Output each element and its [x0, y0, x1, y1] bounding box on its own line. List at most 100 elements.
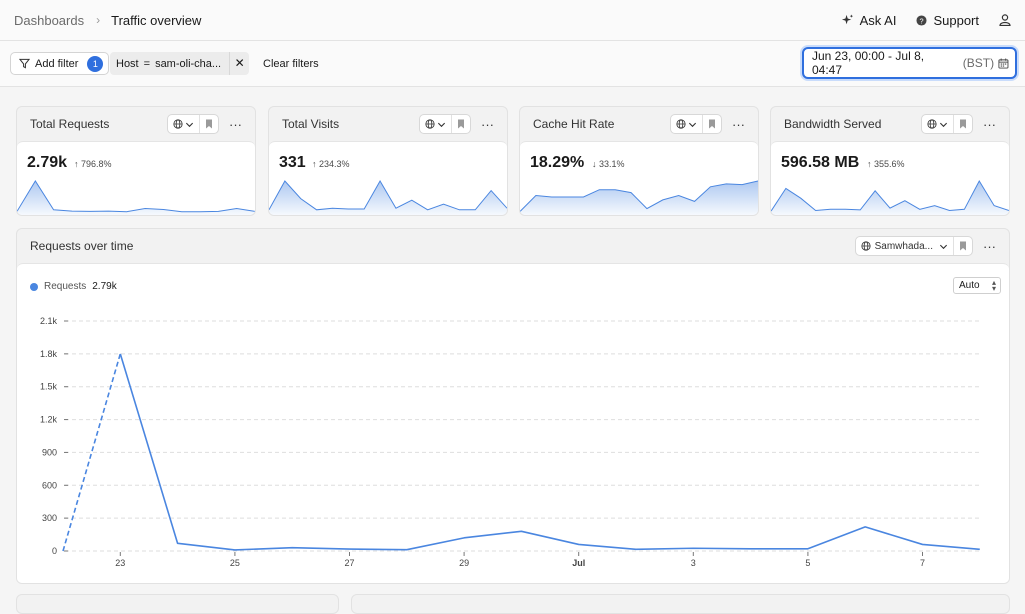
chevron-right-icon: ›: [96, 13, 100, 27]
card-toolbar: [670, 114, 722, 134]
y-tick-label: 1.8k: [40, 349, 58, 359]
chip-operator: =: [144, 58, 150, 70]
requests-over-time-panel: Requests over time Samwhada... ··· Reque…: [16, 228, 1010, 584]
card-body: 2.79k ↑ 796.8%: [17, 141, 255, 215]
x-tick-label: 7: [920, 558, 925, 568]
card-toolbar: [419, 114, 471, 134]
sparkline-line: [17, 181, 255, 212]
chevron-down-icon: [939, 242, 948, 251]
y-tick-label: 900: [42, 447, 57, 457]
y-tick-label: 600: [42, 480, 57, 490]
y-tick-label: 1.2k: [40, 415, 58, 425]
card-title: Total Visits: [282, 117, 339, 131]
metric-delta: ↑ 796.8%: [74, 159, 112, 169]
metric-delta: ↑ 234.3%: [312, 159, 350, 169]
date-range-picker[interactable]: Jun 23, 00:00 - Jul 8, 04:47 (BST): [802, 47, 1017, 79]
globe-icon: [861, 241, 871, 251]
bookmark-button[interactable]: [953, 115, 972, 133]
calendar-icon: [998, 58, 1009, 69]
breadcrumb-dashboards[interactable]: Dashboards: [14, 13, 84, 28]
globe-dropdown-button[interactable]: [168, 115, 199, 133]
clear-filters-button[interactable]: Clear filters: [263, 58, 319, 70]
more-options-icon[interactable]: ···: [481, 117, 494, 132]
metric-card-bandwidth-served: Bandwidth Served ··· 596.58 MB ↑ 355.6%: [770, 106, 1010, 216]
more-options-icon[interactable]: ···: [983, 117, 996, 132]
bookmark-button[interactable]: [451, 115, 470, 133]
add-filter-button[interactable]: Add filter 1: [10, 52, 109, 75]
x-tick-label: 27: [344, 558, 354, 568]
chevron-down-icon: [185, 120, 194, 129]
bookmark-icon: [205, 119, 213, 129]
close-icon[interactable]: ✕: [229, 52, 249, 75]
x-tick-label: 23: [115, 558, 125, 568]
sparkline-area: [520, 181, 758, 215]
metric-value: 2.79k: [27, 154, 67, 172]
sparkline: [17, 175, 255, 215]
top-bar: Dashboards › Traffic overview Ask AI ? S…: [0, 0, 1025, 41]
globe-dropdown-button[interactable]: [671, 115, 702, 133]
sparkline: [771, 175, 1009, 215]
bookmark-icon: [959, 119, 967, 129]
svg-text:?: ?: [920, 16, 924, 25]
x-tick-label: 3: [691, 558, 696, 568]
bookmark-button[interactable]: [702, 115, 721, 133]
card-toolbar: [921, 114, 973, 134]
metric-value: 18.29%: [530, 154, 584, 172]
sparkline: [520, 175, 758, 215]
metric-card-total-requests: Total Requests ··· 2.79k ↑ 796.8%: [16, 106, 256, 216]
globe-dropdown-button[interactable]: [420, 115, 451, 133]
chip-key: Host: [116, 58, 139, 70]
more-options-icon[interactable]: ···: [983, 239, 996, 254]
filter-count-badge: 1: [87, 56, 103, 72]
bookmark-icon: [457, 119, 465, 129]
metric-delta: ↑ 355.6%: [867, 159, 905, 169]
globe-icon: [425, 119, 435, 129]
x-tick-label: 25: [230, 558, 240, 568]
y-tick-label: 300: [42, 513, 57, 523]
y-tick-label: 1.5k: [40, 382, 58, 392]
chip-value: sam-oli-cha...: [155, 58, 221, 70]
chevron-down-icon: [939, 120, 948, 129]
sparkline: [269, 175, 507, 215]
zone-selector[interactable]: Samwhada...: [856, 237, 953, 255]
globe-icon: [927, 119, 937, 129]
timezone-label: (BST): [963, 56, 994, 70]
page-title: Traffic overview: [111, 13, 201, 28]
bookmark-button[interactable]: [199, 115, 218, 133]
x-tick-label: Jul: [572, 558, 585, 568]
more-options-icon[interactable]: ···: [732, 117, 745, 132]
host-filter-chip[interactable]: Host = sam-oli-cha... ✕: [110, 52, 249, 75]
support-label: Support: [933, 13, 979, 28]
chevron-down-icon: [437, 120, 446, 129]
panel-title: Requests over time: [30, 239, 133, 253]
bookmark-icon: [959, 241, 967, 251]
metric-value: 596.58 MB: [781, 154, 859, 172]
support-button[interactable]: ? Support: [916, 13, 979, 28]
more-options-icon[interactable]: ···: [229, 117, 242, 132]
chevron-down-icon: [688, 120, 697, 129]
metric-value: 331: [279, 154, 306, 172]
card-title: Total Requests: [30, 117, 109, 131]
bookmark-button[interactable]: [953, 237, 972, 255]
user-icon[interactable]: [999, 14, 1011, 26]
y-tick-label: 0: [52, 546, 57, 556]
card-title: Cache Hit Rate: [533, 117, 614, 131]
metric-card-cache-hit-rate: Cache Hit Rate ··· 18.29% ↓ 33.1%: [519, 106, 759, 216]
series-line-requests: [120, 354, 980, 550]
ask-ai-label: Ask AI: [860, 13, 897, 28]
help-circle-icon: ?: [916, 15, 927, 26]
series-line-partial: [63, 354, 120, 551]
ask-ai-button[interactable]: Ask AI: [841, 13, 897, 28]
globe-icon: [173, 119, 183, 129]
card-body: 596.58 MB ↑ 355.6%: [771, 141, 1009, 215]
x-tick-label: 5: [805, 558, 810, 568]
date-range-value: Jun 23, 00:00 - Jul 8, 04:47: [812, 49, 956, 77]
card-toolbar: [167, 114, 219, 134]
next-panel-right: [351, 594, 1010, 614]
sparkline-area: [771, 181, 1009, 215]
top-actions: Ask AI ? Support: [841, 13, 1011, 28]
globe-icon: [676, 119, 686, 129]
metric-delta: ↓ 33.1%: [592, 159, 625, 169]
globe-dropdown-button[interactable]: [922, 115, 953, 133]
